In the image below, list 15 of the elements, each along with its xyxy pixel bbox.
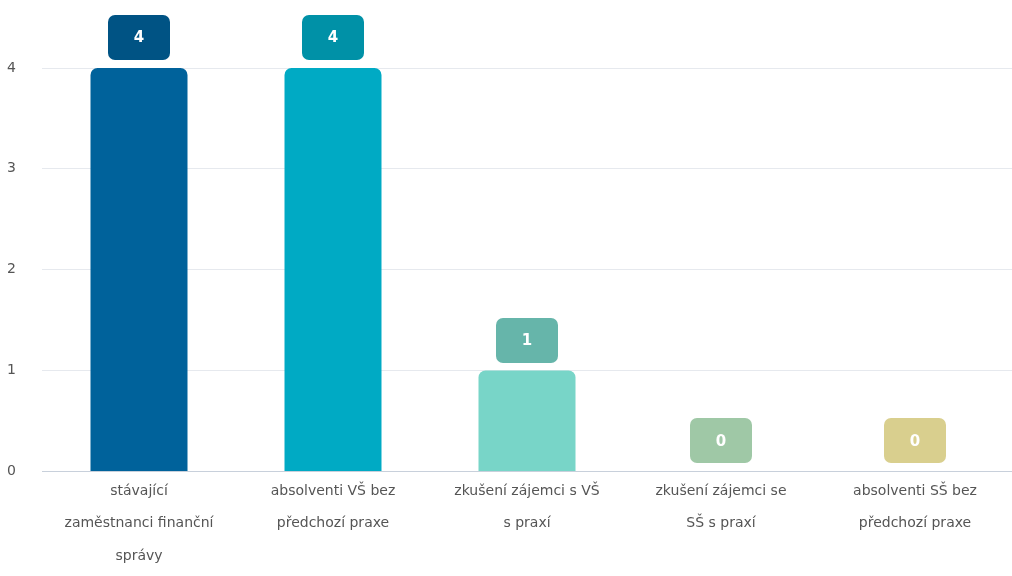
x-tick-label: absolventi SŠ bez předchozí praxe: [853, 481, 977, 531]
x-tick-label: zkušení zájemci s VŠ s praxí: [454, 481, 600, 531]
data-label: 0: [715, 431, 727, 450]
y-tick-label: 0: [7, 462, 16, 479]
y-tick-label: 1: [7, 361, 16, 378]
x-tick-label: absolventi VŠ bez předchozí praxe: [270, 481, 396, 531]
data-label: 4: [327, 28, 339, 47]
y-tick-label: 2: [7, 260, 16, 277]
x-tick-label: stávající zaměstnanci finanční správy: [64, 482, 215, 563]
x-tick-label: zkušení zájemci se SŠ s praxí: [655, 482, 787, 531]
data-label: 0: [909, 431, 921, 450]
y-tick-label: 4: [7, 58, 17, 75]
data-label: 1: [521, 330, 533, 349]
data-label: 4: [133, 28, 145, 47]
y-tick-label: 3: [7, 159, 16, 176]
